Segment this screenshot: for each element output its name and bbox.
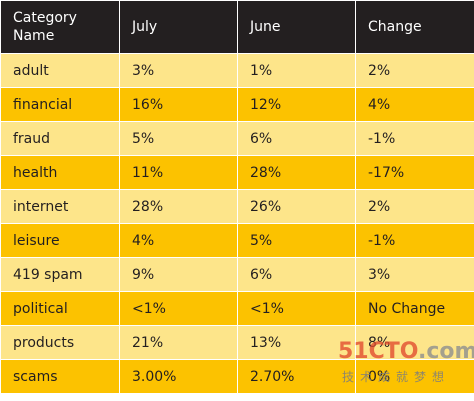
cell-change: 8% <box>355 325 474 360</box>
cell-june: 6% <box>237 121 356 156</box>
cell-june: 26% <box>237 189 356 224</box>
cell-change: -17% <box>355 155 474 190</box>
cell-july: <1% <box>119 291 238 326</box>
cell-change: No Change <box>355 291 474 326</box>
cell-june: 13% <box>237 325 356 360</box>
table-row: scams 3.00% 2.70% 0% <box>0 359 474 394</box>
cell-july: 16% <box>119 87 238 122</box>
cell-category: products <box>0 325 120 360</box>
cell-change: 4% <box>355 87 474 122</box>
cell-change: 3% <box>355 257 474 292</box>
column-header-june: June <box>237 0 356 54</box>
cell-change: -1% <box>355 223 474 258</box>
table-row: adult 3% 1% 2% <box>0 53 474 88</box>
cell-category: leisure <box>0 223 120 258</box>
cell-june: 28% <box>237 155 356 190</box>
header-row: Category Name July June Change <box>0 0 474 54</box>
cell-category: political <box>0 291 120 326</box>
cell-july: 4% <box>119 223 238 258</box>
cell-june: 2.70% <box>237 359 356 394</box>
cell-category: fraud <box>0 121 120 156</box>
cell-category: adult <box>0 53 120 88</box>
table-row: 419 spam 9% 6% 3% <box>0 257 474 292</box>
cell-category: health <box>0 155 120 190</box>
cell-july: 9% <box>119 257 238 292</box>
cell-july: 11% <box>119 155 238 190</box>
cell-change: 2% <box>355 189 474 224</box>
column-header-july: July <box>119 0 238 54</box>
column-header-category: Category Name <box>0 0 120 54</box>
cell-june: 1% <box>237 53 356 88</box>
table-row: leisure 4% 5% -1% <box>0 223 474 258</box>
cell-june: 6% <box>237 257 356 292</box>
table-row: political <1% <1% No Change <box>0 291 474 326</box>
table-row: products 21% 13% 8% <box>0 325 474 360</box>
cell-july: 5% <box>119 121 238 156</box>
cell-change: 0% <box>355 359 474 394</box>
cell-june: 12% <box>237 87 356 122</box>
cell-category: 419 spam <box>0 257 120 292</box>
table-row: health 11% 28% -17% <box>0 155 474 190</box>
cell-category: financial <box>0 87 120 122</box>
table-row: internet 28% 26% 2% <box>0 189 474 224</box>
cell-july: 21% <box>119 325 238 360</box>
cell-june: 5% <box>237 223 356 258</box>
table-row: fraud 5% 6% -1% <box>0 121 474 156</box>
cell-change: 2% <box>355 53 474 88</box>
column-header-change: Change <box>355 0 474 54</box>
cell-june: <1% <box>237 291 356 326</box>
cell-change: -1% <box>355 121 474 156</box>
cell-july: 28% <box>119 189 238 224</box>
cell-july: 3.00% <box>119 359 238 394</box>
cell-july: 3% <box>119 53 238 88</box>
table-row: financial 16% 12% 4% <box>0 87 474 122</box>
cell-category: internet <box>0 189 120 224</box>
cell-category: scams <box>0 359 120 394</box>
